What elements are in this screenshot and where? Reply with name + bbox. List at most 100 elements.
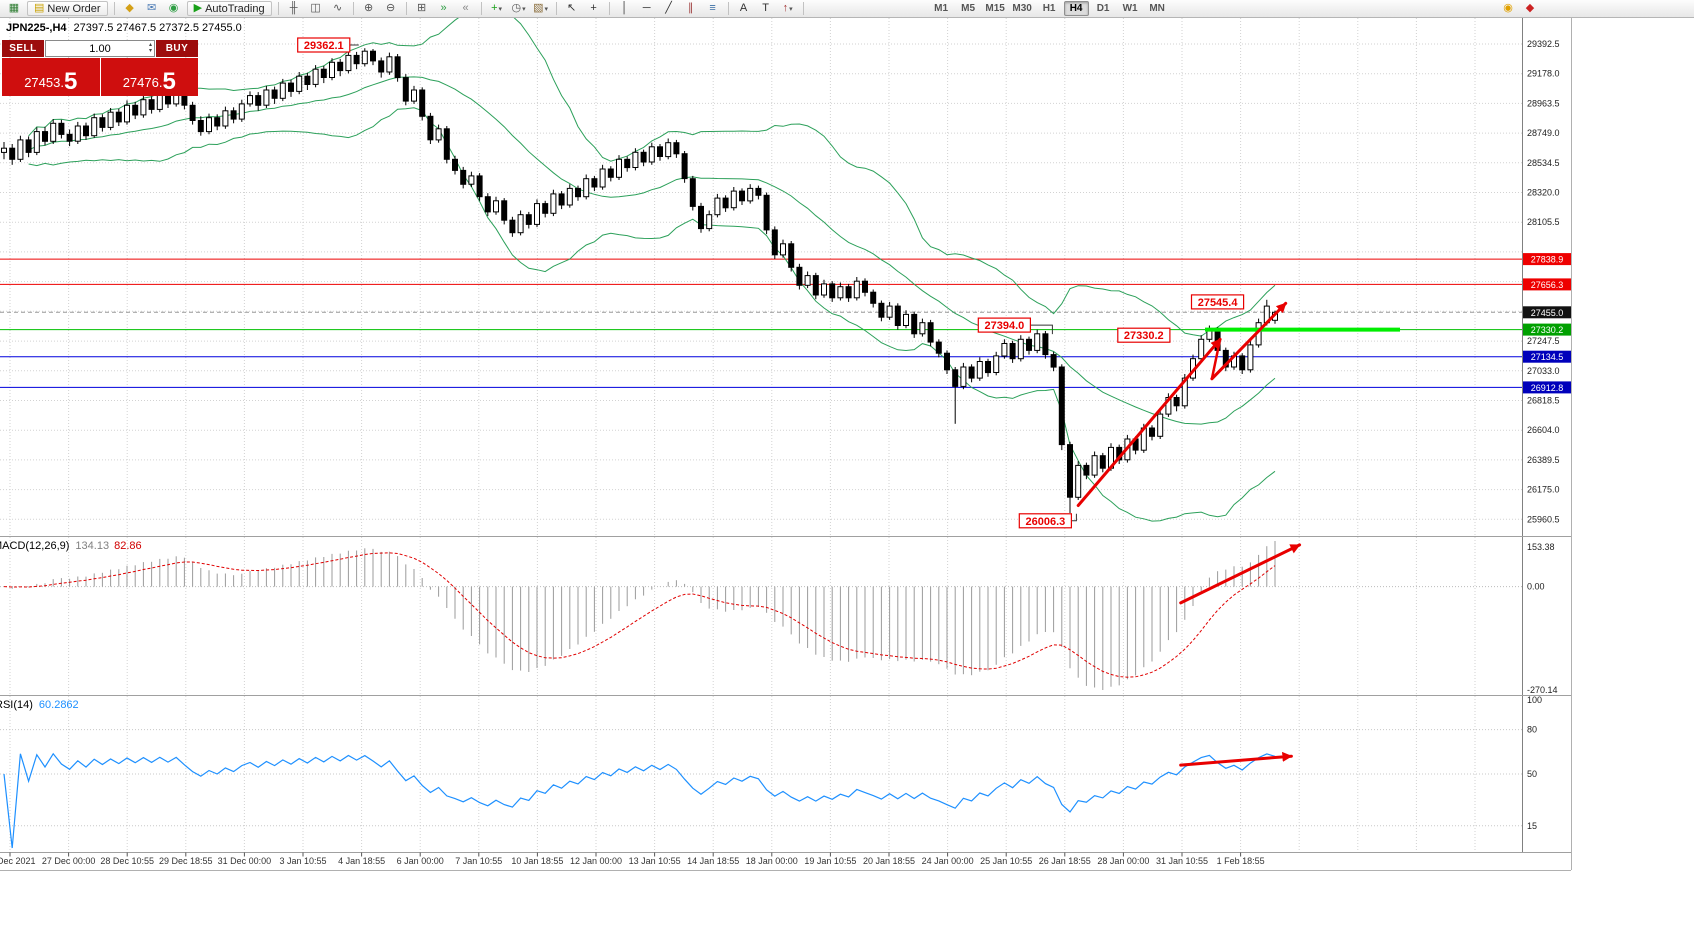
candle-body: [91, 117, 98, 137]
trendline-icon[interactable]: ╱: [659, 1, 679, 16]
candle-body: [968, 366, 975, 379]
horizontal-line-icon[interactable]: ─: [637, 1, 657, 16]
macd-trend-arrow[interactable]: [1179, 543, 1302, 605]
zoom-out-icon[interactable]: ⊖: [381, 1, 401, 16]
candlestick-chart-icon[interactable]: ◫: [306, 1, 326, 16]
vertical-line-icon[interactable]: │: [615, 1, 635, 16]
trend-arrows[interactable]: [1076, 301, 1288, 507]
trend-arrow[interactable]: [1076, 337, 1222, 507]
line-chart-icon[interactable]: ∿: [328, 1, 348, 16]
chart-shift-icon[interactable]: «: [456, 1, 476, 16]
time-tick-label: 20 Jan 18:55: [863, 856, 915, 866]
candle-body: [878, 302, 885, 318]
rsi-axis-label: 100: [1527, 695, 1542, 705]
metaquotes-icon[interactable]: ◉: [164, 1, 184, 16]
chat-icon[interactable]: ✉: [142, 1, 162, 16]
candle-body: [378, 60, 385, 73]
mql5-community-icon[interactable]: ◉: [1498, 1, 1518, 16]
candle-body: [755, 187, 762, 196]
candle-body: [197, 120, 204, 133]
timeframe-m15[interactable]: M15: [985, 3, 1005, 14]
timeframe-m1[interactable]: M1: [934, 3, 949, 14]
text-icon[interactable]: A: [734, 1, 754, 16]
sell-price-button[interactable]: 27453. 5: [2, 58, 100, 96]
cursor-icon[interactable]: ↖: [562, 1, 582, 16]
candle-body: [25, 139, 32, 153]
trend-arrow[interactable]: [1210, 338, 1222, 381]
candle-body: [271, 89, 278, 99]
chevron-down-icon: ▾: [498, 5, 503, 13]
timeframe-mn[interactable]: MN: [1149, 3, 1165, 14]
candle-body: [484, 196, 491, 213]
horizontal-lines: [0, 258, 1522, 388]
timeframe-h1[interactable]: H1: [1042, 3, 1056, 14]
macd-axis-zero: 0.00: [1527, 582, 1545, 592]
price-annotation[interactable]: 29362.1: [297, 37, 359, 53]
chart-window-icon[interactable]: ▦: [4, 1, 24, 16]
spinner-up-icon[interactable]: ▴: [148, 42, 152, 48]
price-annotation[interactable]: 27330.2: [1117, 327, 1171, 343]
fibonacci-glyph: ≡: [709, 2, 716, 14]
candle-body: [74, 125, 81, 142]
candle-body: [402, 77, 409, 102]
candle-body: [698, 205, 704, 230]
candle-body: [1165, 397, 1172, 415]
timeframe-m30[interactable]: M30: [1012, 3, 1032, 14]
price-annotation[interactable]: 26006.3: [1018, 513, 1077, 529]
price-scale[interactable]: 29392.5 29178.0 28963.5 28749.0 28534.5 28320…: [1522, 18, 1572, 852]
macd-signal-value: 82.86: [114, 540, 142, 552]
auto-scroll-icon[interactable]: »: [434, 1, 454, 16]
candle-body: [156, 93, 163, 110]
spinner-down-icon[interactable]: ▾: [148, 48, 152, 54]
macd-indicator-label: MACD(12,26,9) 134.13 82.86: [0, 540, 142, 552]
candle-body: [952, 369, 959, 387]
candle-body: [837, 286, 844, 299]
templates-icon[interactable]: ▧ ▾: [531, 1, 551, 16]
candle-body: [1, 147, 7, 153]
candle-body: [107, 111, 114, 128]
candle-body: [411, 89, 417, 102]
price-annotation[interactable]: 27394.0: [977, 317, 1053, 335]
arrows-icon[interactable]: ↑ ▾: [778, 1, 798, 16]
candle-body: [525, 214, 532, 225]
sell-price: 27453.: [24, 75, 64, 90]
zoom-in-icon[interactable]: ⊕: [359, 1, 379, 16]
price-annotation[interactable]: 27545.4: [1190, 294, 1245, 310]
channel-icon[interactable]: ∥: [681, 1, 701, 16]
candle-body: [33, 131, 40, 153]
periods-glyph: ◷: [511, 2, 522, 14]
buy-button[interactable]: BUY: [156, 40, 198, 57]
candle-body: [132, 104, 139, 116]
periods-icon[interactable]: ◷ ▾: [509, 1, 529, 16]
expert-advisors-icon[interactable]: ◆: [120, 1, 140, 16]
sell-button[interactable]: SELL: [2, 40, 44, 57]
candle-body: [944, 352, 950, 371]
market-icon[interactable]: ◆: [1520, 1, 1540, 16]
bar-chart-icon[interactable]: ╫: [284, 1, 304, 16]
volume-input[interactable]: 1.00 ▴ ▾: [45, 40, 155, 57]
timeframe-w1[interactable]: W1: [1122, 3, 1138, 14]
candle-body: [427, 115, 434, 141]
indicators-icon[interactable]: + ▾: [487, 1, 507, 16]
candle-body: [353, 54, 360, 65]
fibonacci-icon[interactable]: ≡: [703, 1, 723, 16]
autotrading-button[interactable]: ▶ AutoTrading: [186, 1, 272, 16]
rsi-trend-arrow[interactable]: [1179, 751, 1293, 767]
candle-body: [927, 322, 934, 343]
time-scale[interactable]: 27 Dec 2021 27 Dec 00:00 28 Dec 10:55 29 De…: [0, 852, 1265, 867]
new-order-button[interactable]: ▤ New Order: [27, 1, 108, 16]
text-label-icon[interactable]: T: [756, 1, 776, 16]
buy-price-button[interactable]: 27476. 5: [100, 58, 198, 96]
timeframe-d1[interactable]: D1: [1096, 3, 1110, 14]
candle-body: [739, 190, 745, 202]
trend-arrow[interactable]: [1210, 301, 1288, 381]
timeframe-h4[interactable]: H4: [1063, 1, 1089, 16]
crosshair-icon[interactable]: +: [584, 1, 604, 16]
timeframe-m5[interactable]: M5: [961, 3, 976, 14]
candle-body: [599, 168, 606, 188]
candle-body: [624, 158, 631, 169]
tile-windows-icon[interactable]: ⊞: [412, 1, 432, 16]
candle-body: [993, 355, 1000, 373]
volume-spinner[interactable]: ▴ ▾: [149, 42, 152, 54]
